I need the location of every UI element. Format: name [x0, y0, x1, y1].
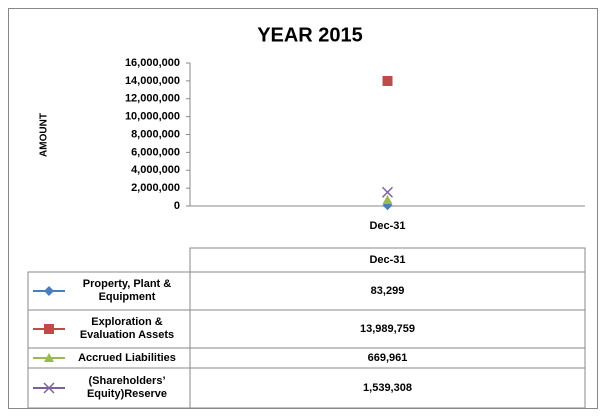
legend-label: Exploration & Evaluation Assets	[79, 316, 175, 341]
legend-cell: Accrued Liabilities	[78, 351, 176, 364]
y-tick-label: 14,000,000	[125, 75, 180, 87]
y-tick-label: 8,000,000	[131, 128, 180, 140]
legend-marker	[43, 382, 55, 394]
y-tick-label: 0	[174, 200, 180, 212]
marker	[382, 195, 393, 205]
legend-label: Accrued Liabilities	[78, 351, 176, 364]
legend-marker	[44, 286, 54, 296]
legend-cell: Exploration & Evaluation Assets	[79, 316, 175, 341]
marker	[382, 75, 393, 86]
legend-marker	[44, 353, 54, 362]
legend-marker	[44, 324, 54, 334]
table-value: 83,299	[371, 285, 405, 297]
marker	[381, 186, 394, 198]
table-row	[27, 367, 586, 409]
y-axis-label: AMOUNT	[39, 113, 50, 157]
legend-cell: (Shareholders’ Equity)Reserve	[86, 375, 168, 400]
table-value: 1,539,308	[363, 382, 412, 394]
legend-label: (Shareholders’ Equity)Reserve	[86, 375, 168, 400]
y-tick-label: 12,000,000	[125, 93, 180, 105]
table-value: 13,989,759	[360, 323, 415, 335]
x-tick-label: Dec-31	[369, 220, 405, 232]
data-table: Dec-31 Property, Plant & Equipment 83,299 E…	[27, 247, 586, 409]
chart-border	[8, 8, 598, 409]
y-tick-label: 4,000,000	[131, 164, 180, 176]
legend-cell: Property, Plant & Equipment	[82, 278, 172, 303]
y-tick-label: 2,000,000	[131, 182, 180, 194]
legend-label: Property, Plant & Equipment	[82, 278, 172, 303]
y-tick-label: 10,000,000	[125, 111, 180, 123]
table-header: Dec-31	[369, 254, 405, 266]
y-tick-label: 6,000,000	[131, 146, 180, 158]
y-tick-label: 16,000,000	[125, 57, 180, 69]
chart-title: YEAR 2015	[257, 24, 363, 46]
table-value: 669,961	[368, 352, 408, 364]
